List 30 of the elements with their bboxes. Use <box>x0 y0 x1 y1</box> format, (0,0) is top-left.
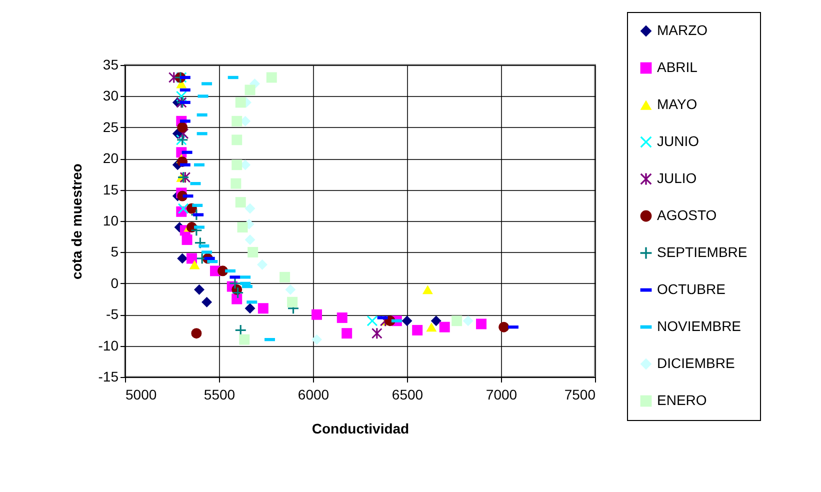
legend-label: AGOSTO <box>657 207 717 223</box>
y-axis-title: cota de muestreo <box>68 164 84 280</box>
legend-label: OCTUBRE <box>657 281 726 297</box>
x-axis-title: Conductividad <box>312 420 410 436</box>
y-tick-label: 0 <box>110 274 119 291</box>
x-tick-label: 5500 <box>204 386 236 402</box>
legend-label: ABRIL <box>657 59 698 75</box>
x-tick-label: 7000 <box>486 386 518 402</box>
y-tick-label: 25 <box>102 118 119 135</box>
legend-label: ENERO <box>657 392 707 408</box>
y-tick-label: 35 <box>102 56 119 72</box>
y-tick-label: 10 <box>102 212 119 228</box>
y-tick-label: 20 <box>102 150 119 166</box>
y-tick-label: -15 <box>98 368 119 384</box>
x-tick-label: 7500 <box>564 386 596 402</box>
legend-label: DICIEMBRE <box>657 355 735 371</box>
y-tick-label: -10 <box>98 337 119 354</box>
legend-label: SEPTIEMBRE <box>657 244 748 260</box>
legend-label: MAYO <box>657 96 698 112</box>
x-tick-label: 6000 <box>298 386 330 402</box>
y-tick-label: -5 <box>106 306 119 322</box>
legend-label: MARZO <box>657 22 708 38</box>
legend-label: JUNIO <box>657 133 700 149</box>
legend-label: NOVIEMBRE <box>657 318 742 334</box>
y-tick-label: 5 <box>110 244 119 260</box>
x-tick-label: 6500 <box>392 386 424 402</box>
legend-label: JULIO <box>657 170 697 186</box>
x-tick-label: 5000 <box>126 386 157 402</box>
y-tick-label: 15 <box>102 181 119 198</box>
y-tick-label: 30 <box>102 88 119 104</box>
